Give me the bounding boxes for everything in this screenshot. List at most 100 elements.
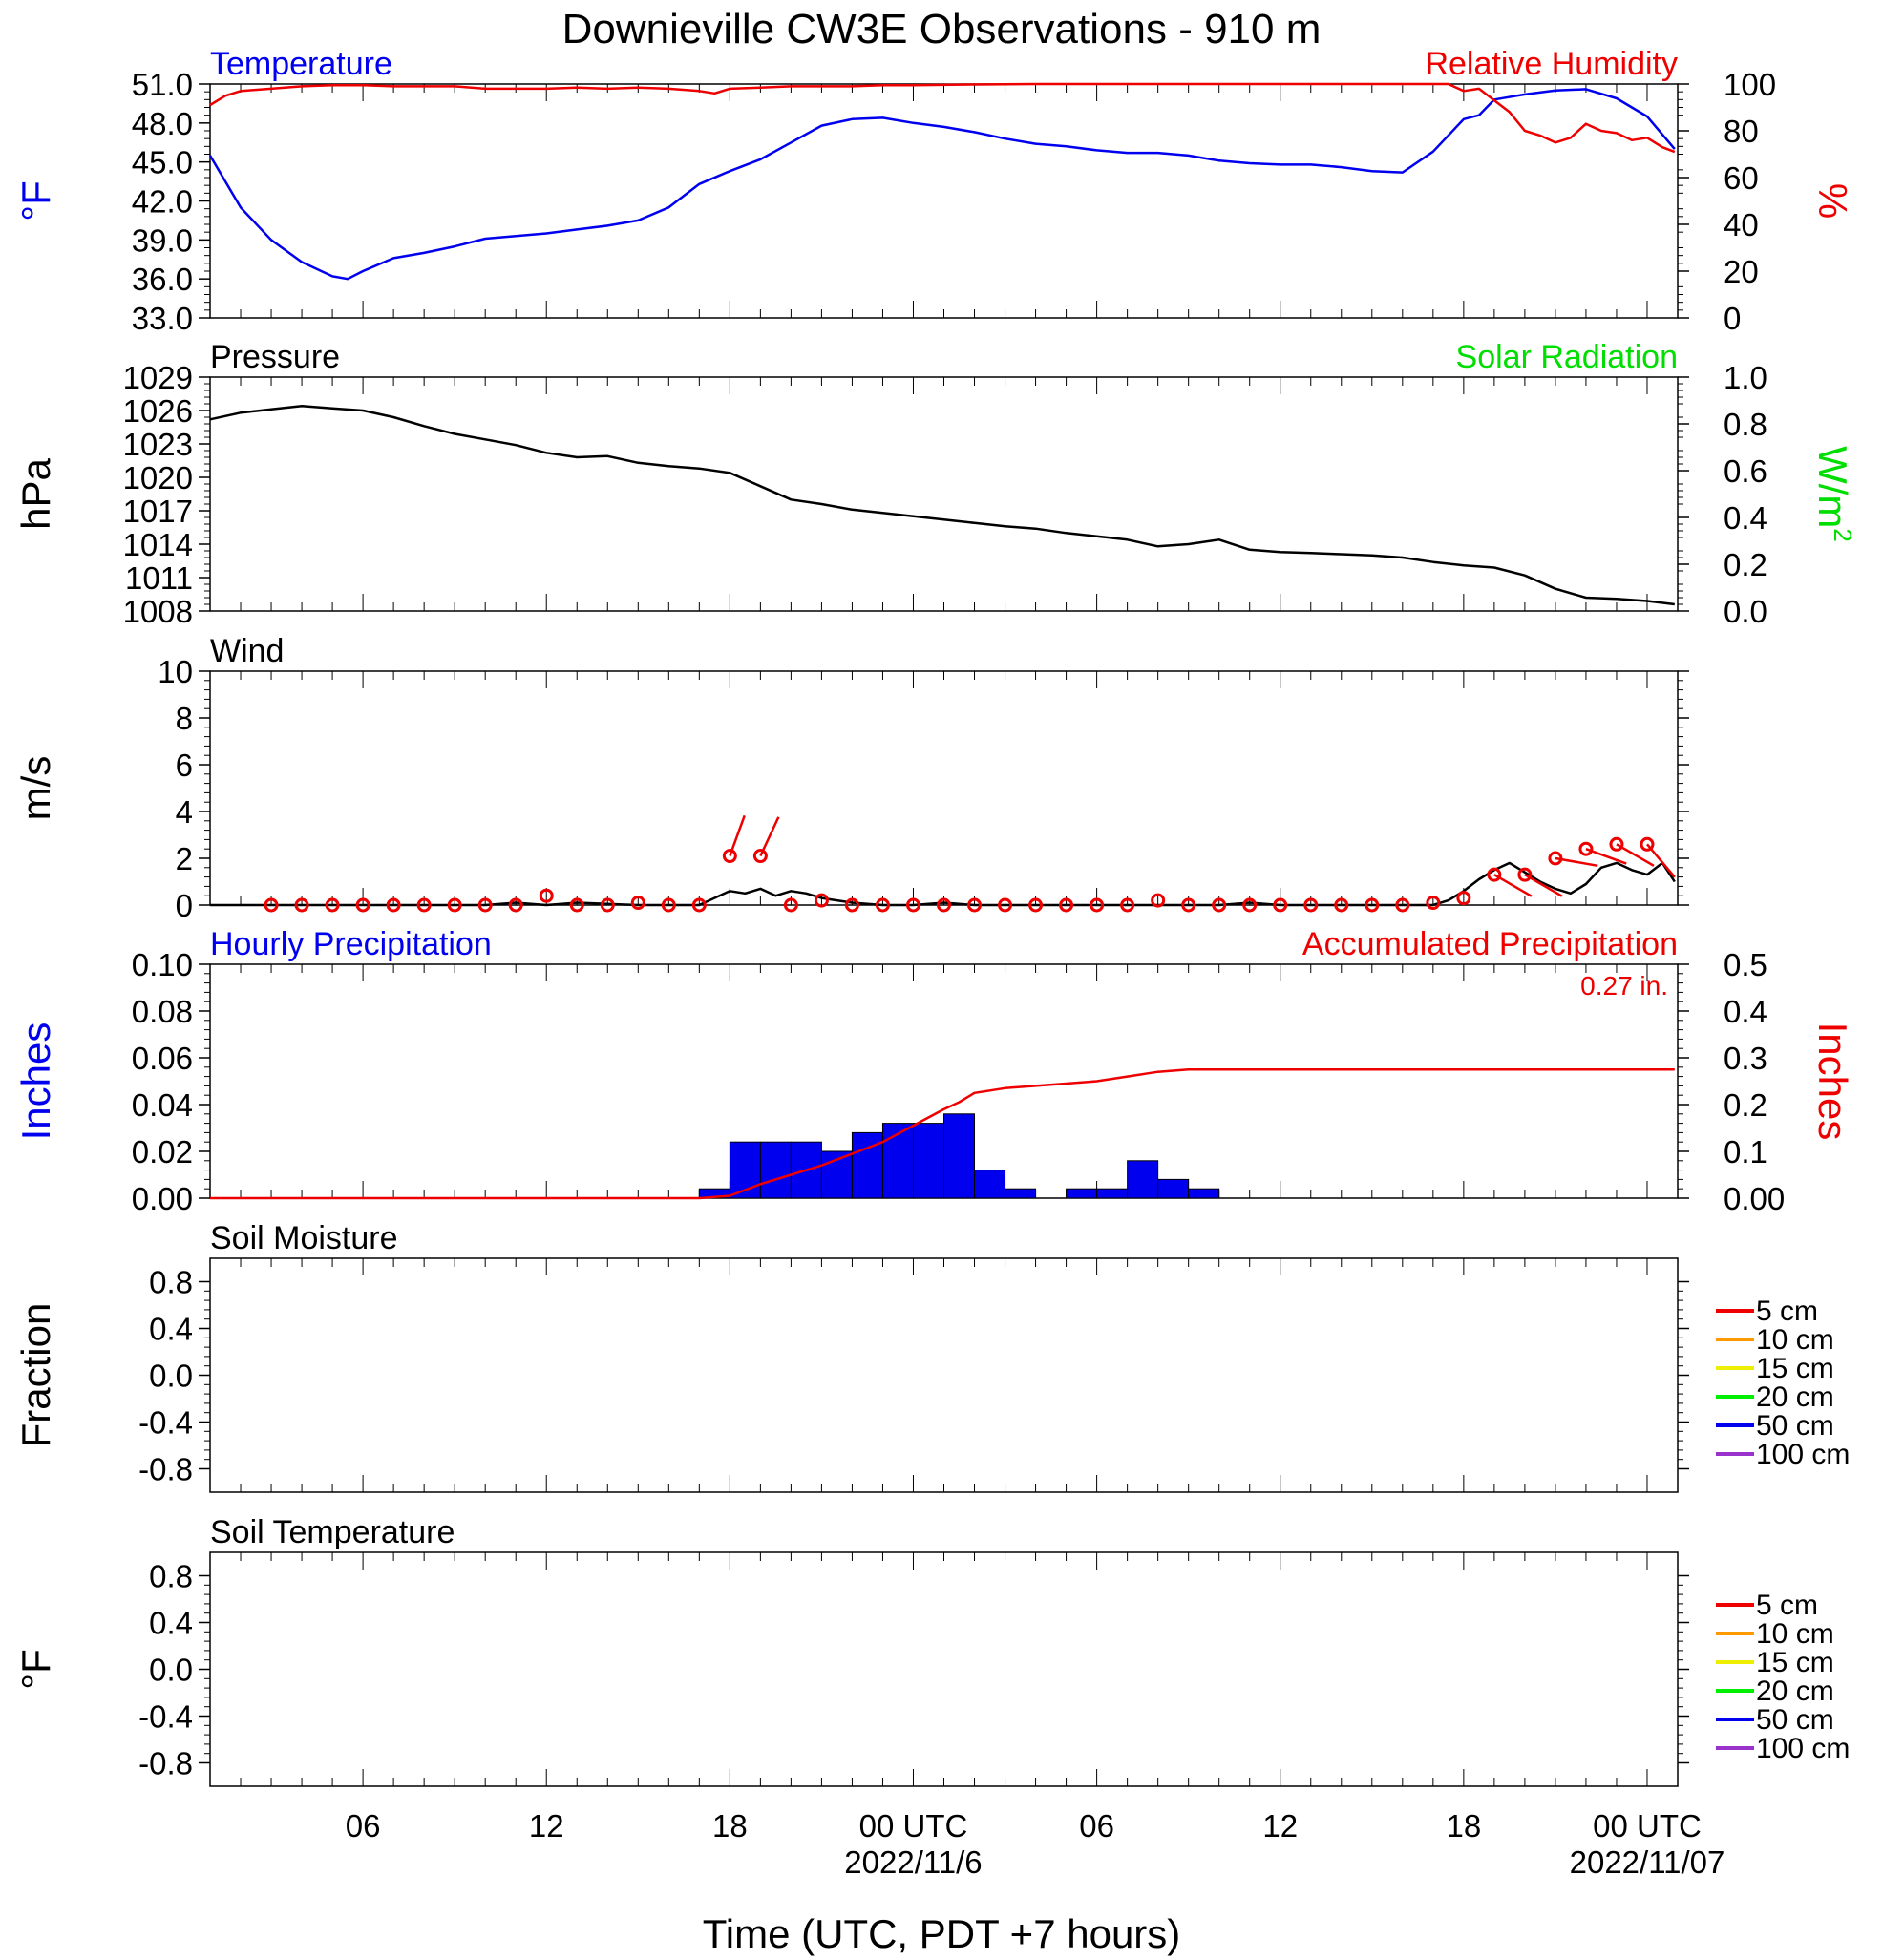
wind-ylabel-left: m/s: [13, 756, 58, 821]
y-left-tick-label: 51.0: [132, 67, 193, 102]
hourly-precip-bar: [1157, 1178, 1190, 1199]
y-left-tick-label: 1017: [123, 494, 193, 529]
y-left-tick-label: 0.0: [149, 1359, 193, 1394]
hourly-precip-bar: [729, 1141, 761, 1199]
wind-barb-marker: [844, 897, 859, 913]
legend-label: 10 cm: [1756, 1618, 1834, 1650]
legend-label: 50 cm: [1756, 1410, 1834, 1442]
wind-barb-marker: [477, 897, 493, 913]
legend-label: 100 cm: [1756, 1733, 1850, 1764]
soil_moisture-panel: -0.8 -0.4 0.0 0.4 0.8 Soil Moisture Fraction 5 …: [13, 1220, 1850, 1493]
legend-label: 20 cm: [1756, 1675, 1834, 1707]
wind-barb-staff: [759, 816, 780, 857]
wind-barb-marker: [1640, 836, 1655, 852]
wind-barb-marker: [1151, 893, 1166, 908]
wind-barb-marker: [569, 897, 584, 913]
y-left-tick-label: 33.0: [132, 301, 193, 336]
y-left-tick-label: 39.0: [132, 222, 193, 258]
wind-barb-marker: [814, 893, 829, 908]
y-left-tick-label: 36.0: [132, 262, 193, 297]
y-right-tick-label: 1.0: [1724, 360, 1767, 395]
accumulated-precipitation-line: [210, 1068, 1675, 1200]
legend-label: 5 cm: [1756, 1590, 1818, 1621]
wind-barb-marker: [1212, 897, 1227, 913]
wind-barb-marker: [600, 897, 615, 913]
wind-barb-staff: [1585, 848, 1627, 865]
y-right-tick-label: 40: [1724, 207, 1759, 242]
temp_rh-title-right: Relative Humidity: [1425, 46, 1678, 82]
wind-barb-staff: [729, 814, 746, 856]
legend-label: 50 cm: [1756, 1704, 1834, 1736]
wind-barb-marker: [998, 897, 1013, 913]
precip-title-right: Accumulated Precipitation: [1302, 926, 1678, 962]
hourly-precip-bar: [1066, 1188, 1098, 1199]
y-left-tick-label: 0.10: [132, 947, 193, 982]
wind-barb-marker: [1120, 897, 1135, 913]
y-left-tick-label: 48.0: [132, 106, 193, 141]
temp_rh-ylabel-right: %: [1810, 183, 1855, 219]
y-left-tick-label: -0.8: [138, 1452, 193, 1487]
y-right-tick-label: 0.5: [1724, 947, 1767, 982]
x-axis-label: Time (UTC, PDT +7 hours): [703, 1911, 1181, 1956]
y-left-tick-label: 42.0: [132, 184, 193, 220]
y-left-tick-label: 1011: [125, 560, 193, 596]
temp_rh-title-left: Temperature: [210, 46, 392, 82]
wind-barb-marker: [539, 888, 554, 903]
soil_moisture-frame: [209, 1257, 1679, 1493]
y-left-tick-label: 8: [176, 701, 193, 736]
y-right-tick-label: 0.2: [1724, 1087, 1767, 1123]
wind-barb-marker: [1578, 841, 1594, 856]
y-left-tick-label: -0.4: [138, 1699, 193, 1735]
wind-barb-marker: [325, 897, 340, 913]
wind-barb-marker: [691, 897, 707, 913]
legend-label: 10 cm: [1756, 1324, 1834, 1356]
y-left-tick-label: 0.4: [149, 1606, 193, 1641]
soil_moisture-title-left: Soil Moisture: [210, 1220, 398, 1256]
wind-barb-marker: [630, 896, 645, 911]
wind-barb-marker: [416, 897, 432, 913]
y-right-tick-label: 0.0: [1724, 594, 1767, 629]
precip-panel: 0.00 0.02 0.04 0.06 0.08 0.10 0.00 0.1 0.2 0.3 0.4…: [13, 926, 1855, 1216]
y-right-tick-label: 80: [1724, 114, 1759, 149]
x-tick-label: 12: [529, 1808, 564, 1844]
temp_rh-panel: 33.0 36.0 39.042.0 45.0 48.0 51.0 0 20 40 60 80 100…: [13, 46, 1855, 336]
solar-ylabel-base: W/m: [1810, 446, 1855, 528]
x-tick-label: 00 UTC: [1593, 1808, 1702, 1844]
hourly-precip-bar: [1096, 1188, 1129, 1199]
wind-barb-marker: [905, 897, 920, 913]
y-left-tick-label: 1014: [123, 527, 193, 562]
y-left-tick-label: 0.4: [149, 1312, 193, 1347]
y-left-tick-label: 1029: [123, 360, 193, 395]
x-tick-label: 06: [1079, 1808, 1114, 1844]
x-tick-label: 00 UTC: [859, 1808, 968, 1844]
y-left-tick-label: 0.04: [132, 1087, 193, 1123]
wind-barb-marker: [1395, 897, 1410, 913]
wind-barb-marker: [386, 897, 401, 913]
hourly-precip-bar: [759, 1141, 792, 1199]
y-left-tick-label: -0.8: [138, 1746, 193, 1781]
x-tick-date: 2022/11/6: [844, 1844, 982, 1880]
wind-barb-staff: [1493, 874, 1533, 897]
y-right-tick-label: 0.3: [1724, 1041, 1767, 1076]
pressure-title-left: Pressure: [210, 339, 340, 375]
soil_temp-frame: [209, 1551, 1679, 1787]
wind-barb-marker: [1609, 836, 1624, 852]
wind-title-left: Wind: [210, 633, 284, 669]
y-right-tick-label: 0.4: [1724, 994, 1767, 1029]
wind-speed-line: [210, 861, 1676, 907]
y-right-tick-label: 20: [1724, 254, 1759, 289]
y-left-tick-label: 1026: [123, 393, 193, 429]
y-left-tick-label: 10: [158, 654, 193, 689]
y-left-tick-label: 6: [176, 748, 193, 783]
wind-barb-staff: [1555, 856, 1598, 868]
temperature-line: [208, 88, 1676, 281]
y-right-tick-label: 0.1: [1724, 1134, 1767, 1170]
y-left-tick-label: 0.8: [149, 1265, 193, 1300]
precip-ylabel-right: Inches: [1810, 1022, 1855, 1141]
wind-barb-staff: [1524, 874, 1563, 897]
wind-barb-marker: [1365, 897, 1380, 913]
y-left-tick-label: -0.4: [138, 1405, 193, 1441]
wind-barb-marker: [937, 897, 951, 913]
hourly-precip-bar: [1127, 1160, 1159, 1199]
